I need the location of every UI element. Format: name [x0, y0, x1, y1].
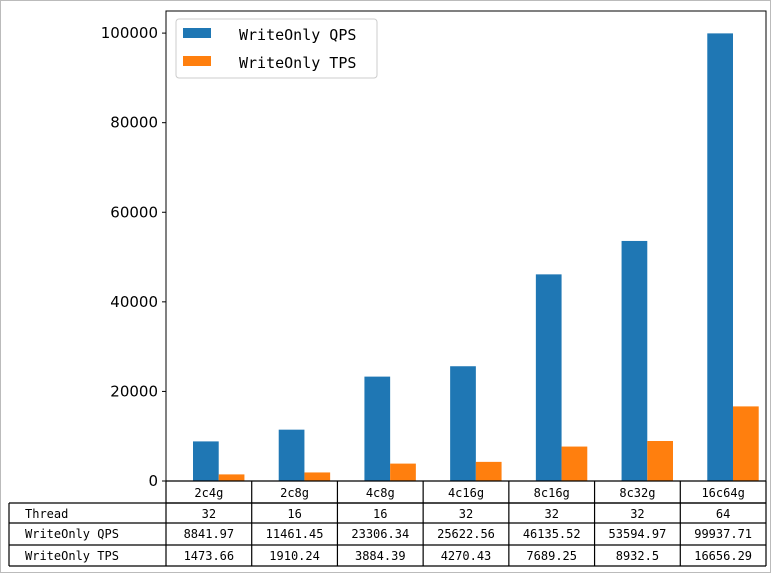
y-tick-label: 100000 [101, 24, 158, 42]
bar-qps [364, 376, 391, 481]
bar-qps [278, 429, 305, 481]
table-cell: 53594.97 [609, 527, 667, 541]
table-column-header: 8c16g [534, 486, 570, 500]
bar-tps [561, 446, 588, 481]
table-cell: 1473.66 [184, 549, 235, 563]
bar-tps [218, 474, 245, 481]
legend-label: WriteOnly TPS [239, 54, 356, 72]
table-cell: 8932.5 [616, 549, 659, 563]
table-column-header: 2c4g [194, 486, 223, 500]
y-tick-label: 20000 [110, 382, 158, 400]
bar-tps [390, 463, 416, 481]
table-column-header: 4c8g [366, 486, 395, 500]
legend-swatch [183, 28, 211, 38]
y-tick-label: 60000 [110, 203, 158, 221]
bar-tps [475, 461, 502, 481]
bar-qps [193, 441, 219, 481]
legend-swatch [183, 56, 211, 66]
table-cell: 64 [716, 507, 730, 521]
bar-qps [707, 33, 733, 481]
table-row-label: WriteOnly QPS [25, 527, 119, 541]
table-cell: 4270.43 [441, 549, 492, 563]
bar-qps [450, 366, 476, 481]
table-cell: 16656.29 [694, 549, 752, 563]
table-cell: 8841.97 [184, 527, 235, 541]
table-cell: 46135.52 [523, 527, 581, 541]
y-tick-label: 40000 [110, 293, 158, 311]
table-cell: 25622.56 [437, 527, 495, 541]
table-cell: 3884.39 [355, 549, 406, 563]
legend [175, 18, 378, 79]
table-cell: 32 [202, 507, 216, 521]
bar-tps [304, 472, 331, 481]
bar-tps [733, 406, 759, 481]
table-cell: 99937.71 [694, 527, 752, 541]
table-cell: 32 [544, 507, 558, 521]
table-cell: 1910.24 [269, 549, 320, 563]
table-cell: 23306.34 [351, 527, 409, 541]
table-row-label: Thread [25, 507, 68, 521]
table-cell: 32 [630, 507, 644, 521]
table-column-header: 16c64g [701, 486, 744, 500]
y-tick-label: 80000 [110, 114, 158, 132]
y-tick-label: 0 [148, 472, 158, 490]
table-row-label: WriteOnly TPS [25, 549, 119, 563]
bar-qps [535, 274, 562, 481]
table-column-header: 2c8g [280, 486, 309, 500]
table-cell: 7689.25 [526, 549, 577, 563]
table-cell: 11461.45 [266, 527, 324, 541]
table-cell: 16 [287, 507, 301, 521]
legend-label: WriteOnly QPS [239, 26, 356, 44]
table-cell: 16 [373, 507, 387, 521]
table-column-header: 4c16g [448, 486, 484, 500]
table-column-header: 8c32g [619, 486, 655, 500]
bar-tps [647, 440, 673, 481]
bar-qps [621, 240, 648, 481]
table-cell: 32 [459, 507, 473, 521]
